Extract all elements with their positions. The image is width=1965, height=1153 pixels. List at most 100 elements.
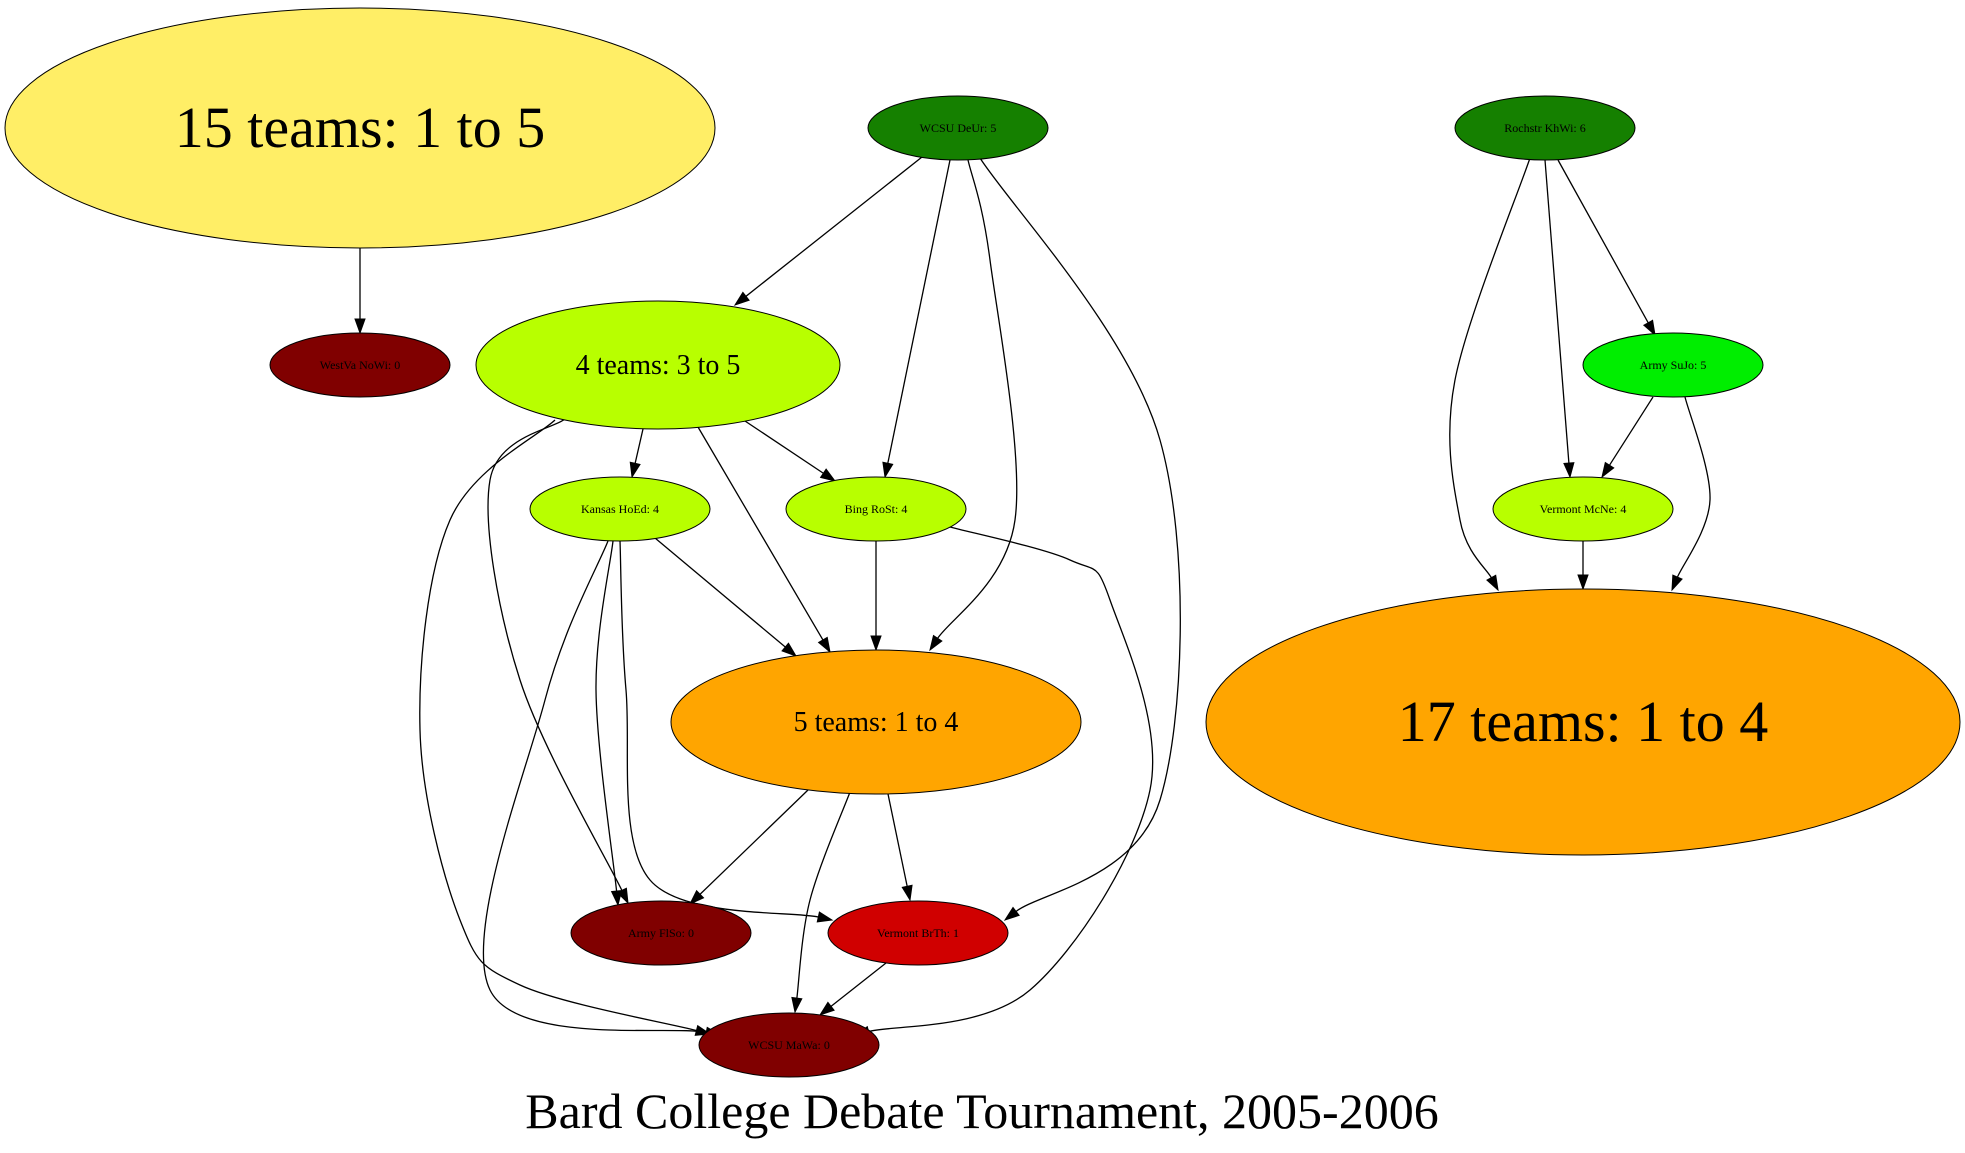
arrowhead <box>354 318 366 335</box>
node-ellipse <box>1205 588 1961 856</box>
edge-g4-to-bing_rost <box>744 420 837 482</box>
arrowhead <box>882 461 894 479</box>
edge-line <box>1676 396 1711 578</box>
edge-wcsu_deur-to-vermont_brth <box>979 157 1181 921</box>
arrowhead <box>870 635 882 652</box>
node-wcsu-deur: WCSU DeUr: 5 <box>867 95 1049 161</box>
node-label: 17 teams: 1 to 4 <box>1398 689 1769 754</box>
arrowhead <box>688 889 705 906</box>
node-bing-rost: Bing RoSt: 4 <box>785 476 967 542</box>
node-g15: 15 teams: 1 to 5 <box>4 7 716 249</box>
edge-line <box>595 540 618 892</box>
arrowhead <box>1486 574 1499 592</box>
arrowhead <box>610 889 623 907</box>
node-ellipse <box>1454 95 1636 161</box>
node-ellipse <box>827 900 1009 966</box>
edge-line <box>887 159 951 464</box>
node-layer: 15 teams: 1 to 5 WCSU DeUr: 5 Rochstr KhWi… <box>4 7 1961 1078</box>
edge-kansas_hoed-to-vermont_brth <box>619 540 834 923</box>
arrowhead <box>929 634 943 652</box>
arrowhead <box>818 1001 835 1016</box>
node-ellipse <box>529 476 711 542</box>
arrowhead <box>1563 462 1575 479</box>
edge-vermont_brth-to-wcsu_mawa <box>818 962 887 1016</box>
arrowhead <box>1642 319 1656 337</box>
arrowhead <box>901 884 913 902</box>
node-label: Kansas HoEd: 4 <box>581 502 659 516</box>
arrowhead <box>1003 906 1020 921</box>
node-army-sujo: Army SuJo: 5 <box>1582 332 1764 398</box>
edge-line <box>619 540 819 918</box>
edge-kansas_hoed-to-army_flso <box>595 540 623 907</box>
node-ellipse <box>698 1012 880 1078</box>
node-ellipse <box>670 649 1082 795</box>
node-vermont-mcne: Vermont McNe: 4 <box>1492 476 1674 542</box>
node-ellipse <box>867 95 1049 161</box>
edge-g15-to-westva_nowi <box>354 248 366 335</box>
node-label: 15 teams: 1 to 5 <box>175 95 546 160</box>
arrowhead <box>817 636 831 654</box>
node-ellipse <box>475 300 841 430</box>
edge-line <box>1544 159 1570 464</box>
edge-vermont_mcne-to-g17 <box>1577 541 1589 591</box>
arrowhead <box>791 996 803 1014</box>
node-label: Army FlSo: 0 <box>628 926 694 940</box>
edge-g5-to-army_flso <box>688 789 809 906</box>
arrowhead <box>629 461 641 479</box>
node-label: Rochstr KhWi: 6 <box>1504 121 1586 135</box>
arrowhead <box>1577 574 1589 591</box>
node-ellipse <box>1582 332 1764 398</box>
node-label: Bing RoSt: 4 <box>845 502 908 516</box>
node-label: 5 teams: 1 to 4 <box>794 707 959 738</box>
node-westva-nowi: WestVa NoWi: 0 <box>269 332 451 398</box>
node-ellipse <box>269 332 451 398</box>
node-label: 4 teams: 3 to 5 <box>576 350 741 381</box>
edge-bing_rost-to-g5 <box>870 541 882 652</box>
node-g5: 5 teams: 1 to 4 <box>670 649 1082 795</box>
edge-army_sujo-to-g17 <box>1671 396 1711 592</box>
node-wcsu-mawa: WCSU MaWa: 0 <box>698 1012 880 1078</box>
edge-layer <box>354 156 1711 1038</box>
node-label: Army SuJo: 5 <box>1640 358 1707 372</box>
edge-kansas_hoed-to-g5 <box>654 537 798 657</box>
node-vermont-brth: Vermont BrTh: 1 <box>827 900 1009 966</box>
edge-line <box>868 526 1154 1033</box>
node-ellipse <box>570 900 752 966</box>
node-g17: 17 teams: 1 to 4 <box>1205 588 1961 856</box>
node-ellipse <box>785 476 967 542</box>
edge-line <box>744 420 824 474</box>
edge-line <box>699 789 809 895</box>
edge-line <box>1449 157 1531 579</box>
edge-line <box>482 540 707 1033</box>
arrowhead <box>733 291 750 306</box>
node-ellipse <box>1492 476 1674 542</box>
edge-line <box>937 159 1018 639</box>
node-army-flso: Army FlSo: 0 <box>570 900 752 966</box>
node-ellipse <box>4 7 716 249</box>
edge-line <box>796 791 851 999</box>
graph-title: Bard College Debate Tournament, 2005-200… <box>525 1083 1438 1139</box>
edge-wcsu_deur-to-g4 <box>733 156 923 306</box>
node-g4: 4 teams: 3 to 5 <box>475 300 841 430</box>
edge-line <box>487 418 623 891</box>
edge-rochstr_khwi-to-g17 <box>1449 157 1531 592</box>
arrowhead <box>816 911 834 923</box>
edge-g4-to-g5 <box>697 426 831 654</box>
arrowhead <box>1671 574 1683 592</box>
node-label: WCSU DeUr: 5 <box>920 121 997 135</box>
node-kansas-hoed: Kansas HoEd: 4 <box>529 476 711 542</box>
edge-line <box>654 537 786 648</box>
edge-line <box>697 426 824 641</box>
node-label: Vermont BrTh: 1 <box>877 926 959 940</box>
edge-rochstr_khwi-to-army_sujo <box>1557 159 1656 337</box>
edge-line <box>745 156 923 297</box>
node-rochstr-khwi: Rochstr KhWi: 6 <box>1454 95 1636 161</box>
edge-g5-to-vermont_brth <box>887 793 913 902</box>
edge-line <box>830 962 887 1007</box>
node-label: WestVa NoWi: 0 <box>320 358 401 372</box>
edge-line <box>634 428 644 464</box>
edge-wcsu_deur-to-g5 <box>929 159 1018 652</box>
edge-line <box>419 419 697 1032</box>
edge-line <box>1557 159 1649 324</box>
